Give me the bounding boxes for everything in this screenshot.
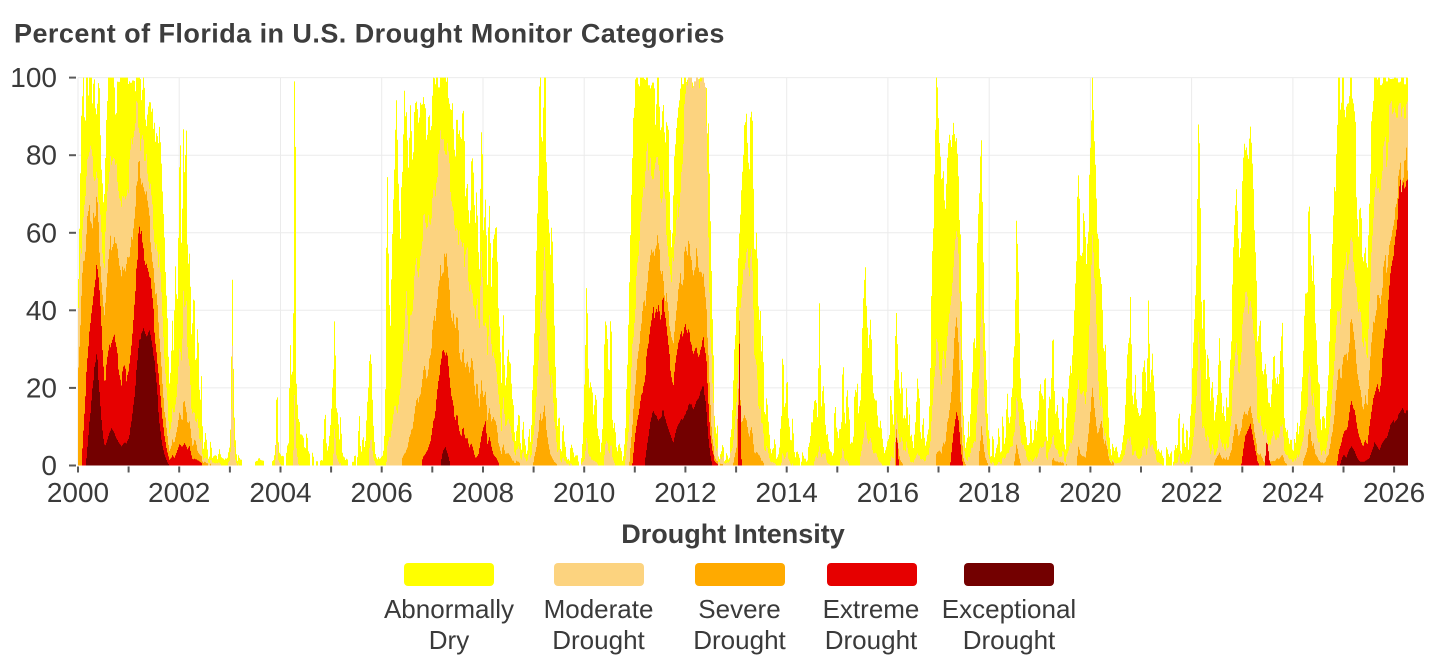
svg-text:20: 20: [26, 372, 57, 403]
svg-text:2016: 2016: [857, 477, 919, 508]
svg-text:2012: 2012: [654, 477, 716, 508]
svg-text:Extreme: Extreme: [823, 594, 920, 624]
svg-text:2008: 2008: [452, 477, 514, 508]
svg-text:Drought Intensity: Drought Intensity: [621, 519, 845, 549]
svg-text:Drought: Drought: [552, 625, 645, 655]
svg-text:2010: 2010: [553, 477, 615, 508]
svg-text:Exceptional: Exceptional: [942, 594, 1076, 624]
svg-text:2004: 2004: [249, 477, 311, 508]
svg-text:2022: 2022: [1160, 477, 1222, 508]
svg-text:Moderate: Moderate: [544, 594, 654, 624]
svg-text:2000: 2000: [47, 477, 109, 508]
svg-text:2020: 2020: [1059, 477, 1121, 508]
svg-text:2014: 2014: [756, 477, 818, 508]
svg-text:Dry: Dry: [429, 625, 469, 655]
svg-text:2018: 2018: [958, 477, 1020, 508]
svg-text:Percent of Florida in U.S. Dro: Percent of Florida in U.S. Drought Monit…: [14, 19, 725, 49]
svg-text:40: 40: [26, 295, 57, 326]
svg-text:60: 60: [26, 217, 57, 248]
svg-text:2026: 2026: [1363, 477, 1425, 508]
svg-text:2024: 2024: [1262, 477, 1324, 508]
svg-text:80: 80: [26, 140, 57, 171]
svg-text:2006: 2006: [351, 477, 413, 508]
svg-text:Drought: Drought: [825, 625, 918, 655]
svg-text:Drought: Drought: [963, 625, 1056, 655]
svg-text:Drought: Drought: [693, 625, 786, 655]
svg-text:100: 100: [10, 62, 57, 93]
svg-text:2002: 2002: [148, 477, 210, 508]
svg-text:Severe: Severe: [698, 594, 780, 624]
svg-text:Abnormally: Abnormally: [384, 594, 514, 624]
svg-text:0: 0: [41, 450, 57, 481]
